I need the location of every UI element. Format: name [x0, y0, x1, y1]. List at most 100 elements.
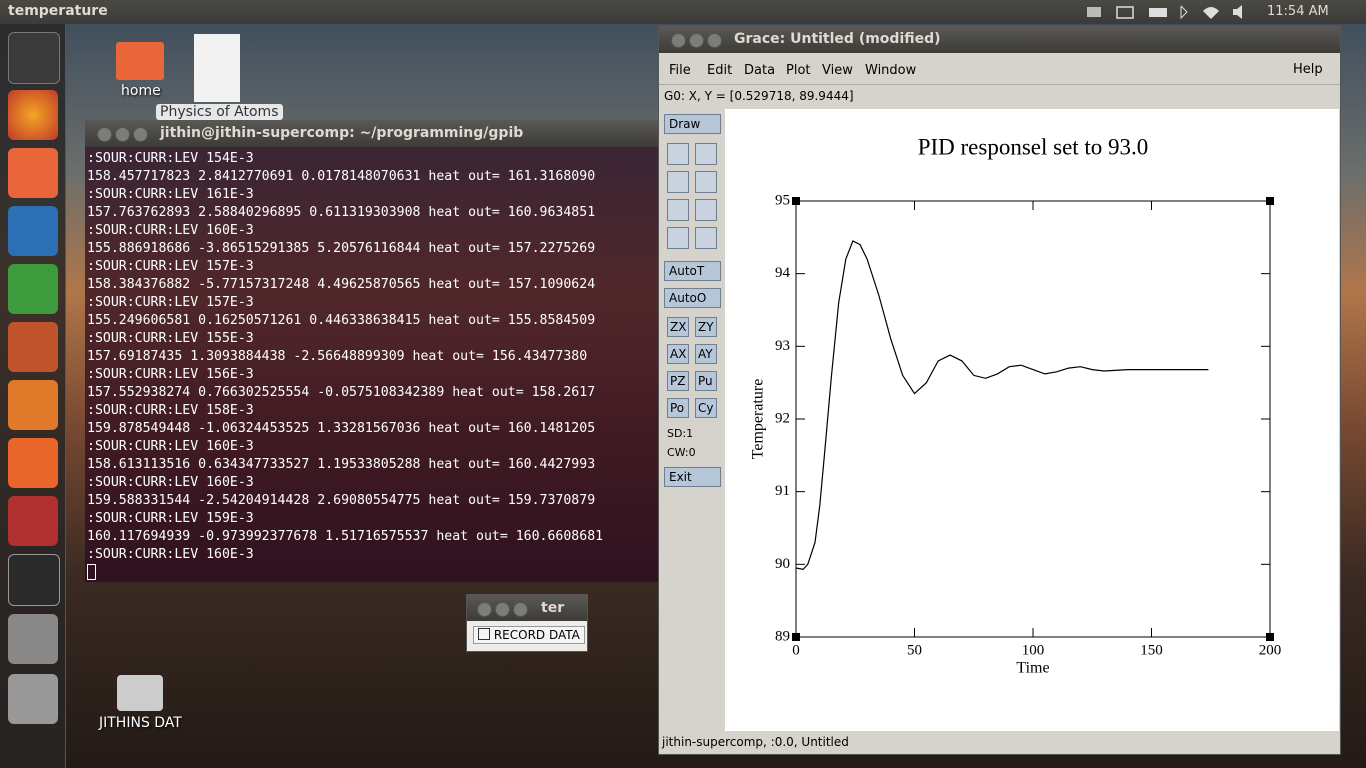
checkbox[interactable]: RECORD DATA — [473, 626, 585, 644]
icon-button[interactable] — [667, 227, 689, 249]
bluetooth-icon[interactable] — [1180, 5, 1188, 20]
menu-item[interactable]: Window — [865, 63, 917, 78]
indicator: SD:1 — [667, 427, 694, 440]
desktop-icon-label[interactable]: Physics of Atoms — [156, 104, 283, 120]
settings-icon[interactable] — [8, 496, 58, 546]
terminal-line: :SOUR:CURR:LEV 157E-3 — [87, 259, 254, 274]
terminal-line: :SOUR:CURR:LEV 154E-3 — [87, 151, 254, 166]
tool-button[interactable]: AY — [695, 344, 717, 364]
minimize-button[interactable] — [495, 602, 510, 617]
writer-icon[interactable] — [8, 206, 58, 256]
close-button[interactable] — [97, 127, 112, 142]
dash-icon[interactable] — [8, 32, 60, 84]
terminal-line: 155.249606581 0.16250571261 0.4463386384… — [87, 313, 596, 328]
terminal-line: 158.613113516 0.634347733527 1.195338052… — [87, 457, 596, 472]
pdf-icon[interactable] — [194, 34, 240, 102]
icon-button[interactable] — [667, 143, 689, 165]
volume-icon[interactable] — [1233, 5, 1242, 19]
icon-button[interactable] — [695, 143, 717, 165]
maximize-button[interactable] — [707, 33, 722, 48]
app-title: temperature — [8, 3, 108, 19]
close-button[interactable] — [671, 33, 686, 48]
desktop-icon-label[interactable]: home — [121, 83, 161, 99]
tool-button[interactable]: AX — [667, 344, 689, 364]
y-tick-label: 93 — [775, 338, 790, 354]
menu-item[interactable]: Data — [744, 63, 776, 78]
x-tick-label: 50 — [907, 642, 922, 658]
desktop-icon-label[interactable]: JITHINS DAT — [99, 715, 182, 731]
window-title: jithin@jithin-supercomp: ~/programming/g… — [160, 125, 524, 141]
calc-icon[interactable] — [8, 264, 58, 314]
icon-button[interactable] — [695, 199, 717, 221]
firefox-icon[interactable] — [8, 90, 58, 140]
menu-item[interactable]: Edit — [707, 63, 733, 78]
menu-item[interactable]: Help — [1293, 62, 1323, 77]
menu-item[interactable]: File — [669, 63, 691, 78]
window-title: ter — [541, 600, 565, 616]
dropbox-icon[interactable] — [1087, 7, 1101, 17]
impress-icon[interactable] — [8, 322, 58, 372]
terminal-line: :SOUR:CURR:LEV 159E-3 — [87, 511, 254, 526]
tool-button[interactable]: PZ — [667, 371, 689, 391]
home-icon[interactable] — [116, 42, 164, 80]
icon-button[interactable] — [667, 199, 689, 221]
x-tick-label: 200 — [1259, 642, 1282, 658]
window-title: Grace: Untitled (modified) — [734, 31, 941, 47]
terminal-line: 155.886918686 -3.86515291385 5.205761168… — [87, 241, 596, 256]
terminal-line: :SOUR:CURR:LEV 158E-3 — [87, 403, 254, 418]
tool-button[interactable]: Pu — [695, 371, 717, 391]
tool-button[interactable]: Po — [667, 398, 689, 418]
checkbox-box[interactable] — [478, 628, 490, 640]
mail-icon[interactable] — [1116, 6, 1134, 19]
terminal-icon[interactable] — [8, 554, 60, 606]
stacked-icons[interactable] — [8, 674, 58, 724]
tool-button[interactable]: Exit — [664, 467, 721, 487]
y-tick-label: 95 — [775, 192, 790, 208]
y-tick-label: 91 — [775, 483, 790, 499]
tool-button[interactable]: Draw — [664, 114, 721, 134]
icon-button[interactable] — [695, 227, 717, 249]
minimize-button[interactable] — [115, 127, 130, 142]
terminal-line: 157.763762893 2.58840296895 0.6113193039… — [87, 205, 596, 220]
wifi-icon[interactable] — [1203, 7, 1219, 19]
drive-icon[interactable] — [117, 675, 163, 711]
data-line — [795, 240, 1209, 571]
grace-window: Grace: Untitled (modified) File Edit Data P… — [658, 25, 1341, 755]
files-icon[interactable] — [8, 148, 58, 198]
chart-title: PID responsel set to 93.0 — [918, 134, 1149, 159]
menu-item[interactable]: Plot — [786, 63, 811, 78]
tool-button[interactable]: ZX — [667, 317, 689, 337]
minimize-button[interactable] — [689, 33, 704, 48]
plot-canvas: PID responsel set to 93.0 Time Temperatu… — [725, 109, 1339, 731]
menu-item[interactable]: View — [822, 63, 853, 78]
icon-button[interactable] — [667, 171, 689, 193]
terminal-line: :SOUR:CURR:LEV 160E-3 — [87, 547, 254, 562]
clock[interactable]: 11:54 AM — [1267, 4, 1329, 19]
tool-button[interactable]: AutoT — [664, 261, 721, 281]
tool-button[interactable]: AutoO — [664, 288, 721, 308]
top-panel: temperature 11:54 AM — [0, 0, 1366, 24]
title-bar: Grace: Untitled (modified) — [659, 26, 1340, 53]
close-button[interactable] — [477, 602, 492, 617]
maximize-button[interactable] — [513, 602, 528, 617]
ubuntu-one-icon[interactable] — [8, 438, 58, 488]
x-tick-label: 100 — [1022, 642, 1045, 658]
tool-button[interactable]: ZY — [695, 317, 717, 337]
title-bar: jithin@jithin-supercomp: ~/programming/g… — [85, 120, 658, 147]
tool-button[interactable]: Cy — [695, 398, 717, 418]
battery-icon[interactable] — [1149, 8, 1167, 17]
icon-button[interactable] — [695, 171, 717, 193]
y-tick-label: 92 — [775, 410, 790, 426]
stacked-icons[interactable] — [8, 614, 58, 664]
terminal-line: :SOUR:CURR:LEV 155E-3 — [87, 331, 254, 346]
software-center-icon[interactable] — [8, 380, 58, 430]
maximize-button[interactable] — [133, 127, 148, 142]
x-tick-label: 150 — [1140, 642, 1163, 658]
checkbox-label[interactable]: RECORD DATA — [493, 628, 580, 642]
terminal-window: jithin@jithin-supercomp: ~/programming/g… — [85, 120, 658, 582]
plot-frame — [795, 200, 1271, 638]
terminal-output: :SOUR:CURR:LEV 154E-3 158.457717823 2.841… — [87, 150, 603, 580]
terminal-line: 157.552938274 0.766302525554 -0.05751083… — [87, 385, 596, 400]
